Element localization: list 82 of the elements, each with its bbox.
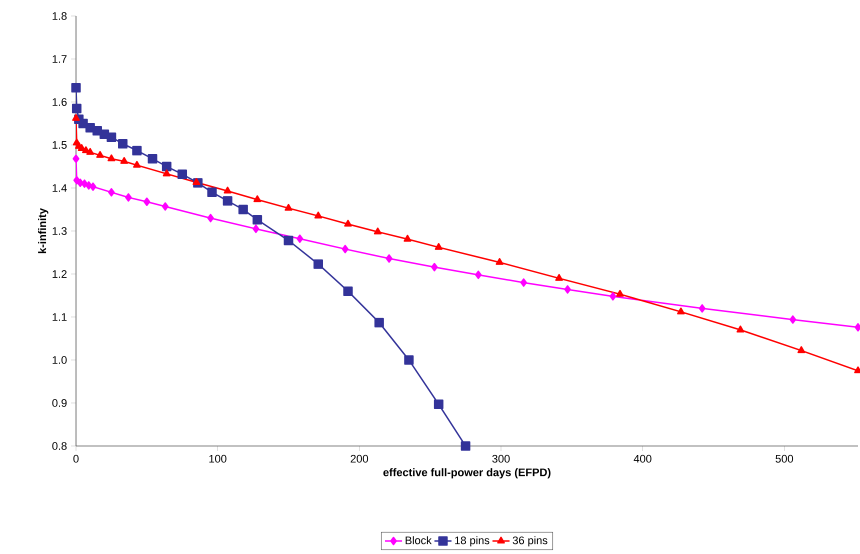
y-tick-label: 1.1 bbox=[52, 313, 67, 321]
point bbox=[222, 196, 232, 206]
point bbox=[404, 234, 412, 242]
y-tick-label: 1.2 bbox=[52, 270, 67, 278]
point bbox=[564, 285, 571, 294]
point bbox=[106, 132, 116, 142]
point bbox=[434, 242, 443, 250]
x-tick-label: 100 bbox=[209, 454, 226, 463]
point bbox=[610, 292, 616, 301]
point bbox=[343, 286, 353, 296]
point bbox=[431, 262, 438, 272]
point bbox=[386, 254, 392, 263]
point bbox=[90, 182, 96, 191]
point bbox=[677, 307, 685, 314]
point bbox=[314, 212, 322, 218]
point bbox=[118, 138, 128, 148]
point bbox=[698, 304, 706, 313]
point bbox=[252, 224, 260, 234]
legend-label: 36 pins bbox=[512, 536, 548, 546]
legend-label: 18 pins bbox=[455, 536, 490, 546]
point bbox=[296, 234, 304, 243]
point bbox=[374, 228, 382, 234]
point bbox=[143, 198, 150, 206]
point bbox=[72, 114, 80, 121]
point bbox=[162, 169, 171, 176]
point bbox=[238, 204, 248, 214]
point bbox=[496, 258, 504, 265]
point bbox=[374, 318, 384, 328]
point bbox=[162, 162, 172, 172]
point bbox=[72, 154, 80, 164]
point bbox=[224, 186, 232, 194]
point bbox=[344, 220, 352, 227]
x-tick-label: 400 bbox=[634, 454, 652, 463]
point bbox=[132, 146, 142, 156]
point bbox=[284, 236, 294, 246]
point bbox=[797, 346, 806, 354]
point bbox=[434, 400, 444, 410]
point bbox=[342, 244, 349, 254]
y-tick-label: 0.8 bbox=[52, 442, 67, 450]
y-axis-title: k-infinity bbox=[38, 208, 48, 254]
x-tick-label: 500 bbox=[776, 454, 794, 463]
point bbox=[460, 441, 470, 451]
x-tick-label: 200 bbox=[350, 454, 368, 463]
point bbox=[125, 193, 132, 202]
point bbox=[252, 215, 262, 225]
point bbox=[207, 214, 214, 222]
point bbox=[86, 148, 94, 155]
y-tick-label: 1.8 bbox=[52, 12, 67, 20]
y-tick-label: 1.3 bbox=[52, 227, 67, 235]
point bbox=[162, 202, 169, 211]
legend-label: Block bbox=[406, 536, 432, 544]
y-tick-label: 1.0 bbox=[52, 356, 67, 364]
y-tick-label: 1.5 bbox=[52, 141, 67, 149]
point bbox=[555, 274, 563, 281]
point bbox=[96, 150, 104, 158]
x-tick-label: 0 bbox=[73, 454, 79, 463]
point bbox=[520, 278, 528, 287]
point bbox=[72, 104, 82, 114]
point bbox=[314, 259, 324, 269]
point bbox=[148, 154, 158, 164]
point bbox=[108, 154, 116, 162]
point bbox=[81, 179, 88, 188]
y-tick-label: 1.6 bbox=[52, 98, 67, 106]
point bbox=[253, 195, 262, 202]
point bbox=[207, 188, 217, 198]
point bbox=[616, 290, 624, 297]
point bbox=[192, 178, 200, 185]
y-tick-label: 1.4 bbox=[52, 184, 67, 192]
point bbox=[404, 355, 414, 365]
point bbox=[789, 315, 796, 324]
point bbox=[108, 188, 115, 197]
point bbox=[133, 160, 141, 168]
point bbox=[474, 270, 482, 280]
point bbox=[71, 83, 81, 93]
point bbox=[178, 169, 188, 179]
x-tick-label: 300 bbox=[492, 454, 510, 463]
point bbox=[284, 204, 292, 211]
y-tick-label: 0.9 bbox=[52, 399, 67, 407]
point bbox=[736, 326, 744, 332]
point bbox=[120, 156, 128, 164]
y-tick-label: 1.7 bbox=[52, 55, 67, 63]
x-axis-title: effective full-power days (EFPD) bbox=[383, 468, 550, 478]
